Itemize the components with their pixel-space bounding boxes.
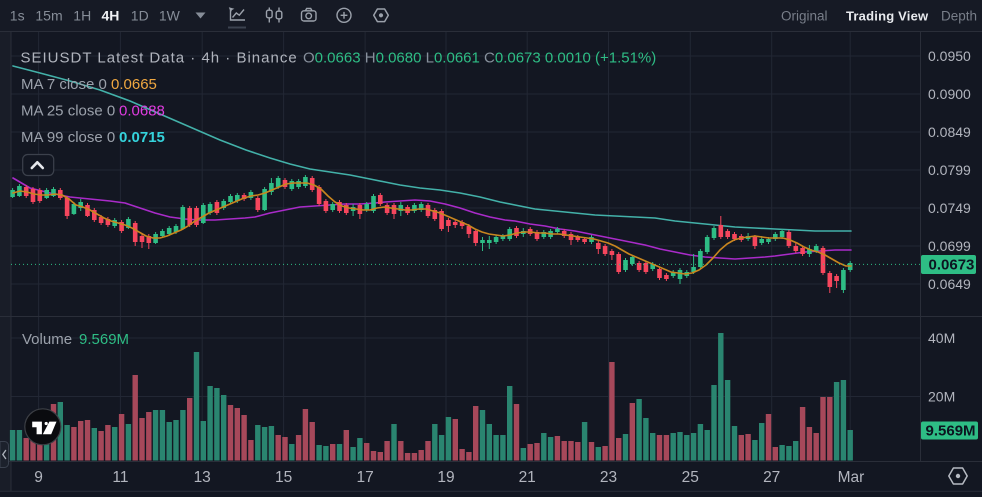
svg-text:1H: 1H	[73, 7, 91, 23]
svg-text:15: 15	[275, 469, 292, 486]
svg-text:1s: 1s	[10, 7, 25, 23]
svg-text:0.0799: 0.0799	[928, 162, 971, 178]
svg-text:0.0900: 0.0900	[928, 86, 971, 102]
svg-text:Trading View: Trading View	[846, 9, 929, 24]
svg-text:Volume 9.569M: Volume 9.569M	[22, 331, 129, 348]
svg-text:0.0673: 0.0673	[929, 257, 975, 274]
svg-text:0.0699: 0.0699	[928, 238, 971, 254]
svg-text:4H: 4H	[102, 7, 120, 23]
svg-text:0.0950: 0.0950	[928, 48, 971, 64]
svg-text:17: 17	[356, 469, 373, 486]
svg-text:0.0849: 0.0849	[928, 124, 971, 140]
svg-text:1W: 1W	[159, 7, 181, 23]
svg-text:13: 13	[194, 469, 211, 486]
svg-text:11: 11	[112, 469, 128, 486]
svg-text:25: 25	[682, 469, 699, 486]
svg-text:20M: 20M	[928, 389, 955, 405]
svg-text:21: 21	[519, 469, 536, 486]
svg-text:15m: 15m	[35, 7, 62, 23]
svg-text:1D: 1D	[131, 7, 149, 23]
svg-text:0.0749: 0.0749	[928, 200, 971, 216]
svg-text:27: 27	[763, 469, 780, 486]
svg-text:O0.0663 H0.0680 L0.0661 C0.: O0.0663 H0.0680 L0.0661 C0.0673 0.0010 (…	[303, 50, 656, 67]
svg-text:MA 7 close 0 0.0665: MA 7 close 0 0.0665	[21, 76, 157, 93]
svg-text:Depth: Depth	[941, 9, 977, 24]
svg-text:Original: Original	[781, 9, 828, 24]
svg-text:MA 99 close 0 0.0715: MA 99 close 0 0.0715	[21, 129, 165, 146]
svg-text:MA 25 close 0 0.0688: MA 25 close 0 0.0688	[21, 103, 165, 120]
svg-text:9: 9	[34, 469, 43, 486]
svg-text:0.0649: 0.0649	[928, 276, 971, 292]
svg-text:23: 23	[600, 469, 617, 486]
svg-text:SEIUSDT Latest Data · 4h · Bin: SEIUSDT Latest Data · 4h · Binance	[21, 50, 298, 67]
svg-text:Mar: Mar	[838, 469, 865, 486]
svg-text:9.569M: 9.569M	[926, 423, 976, 440]
svg-text:19: 19	[437, 469, 454, 486]
svg-text:40M: 40M	[928, 330, 955, 346]
